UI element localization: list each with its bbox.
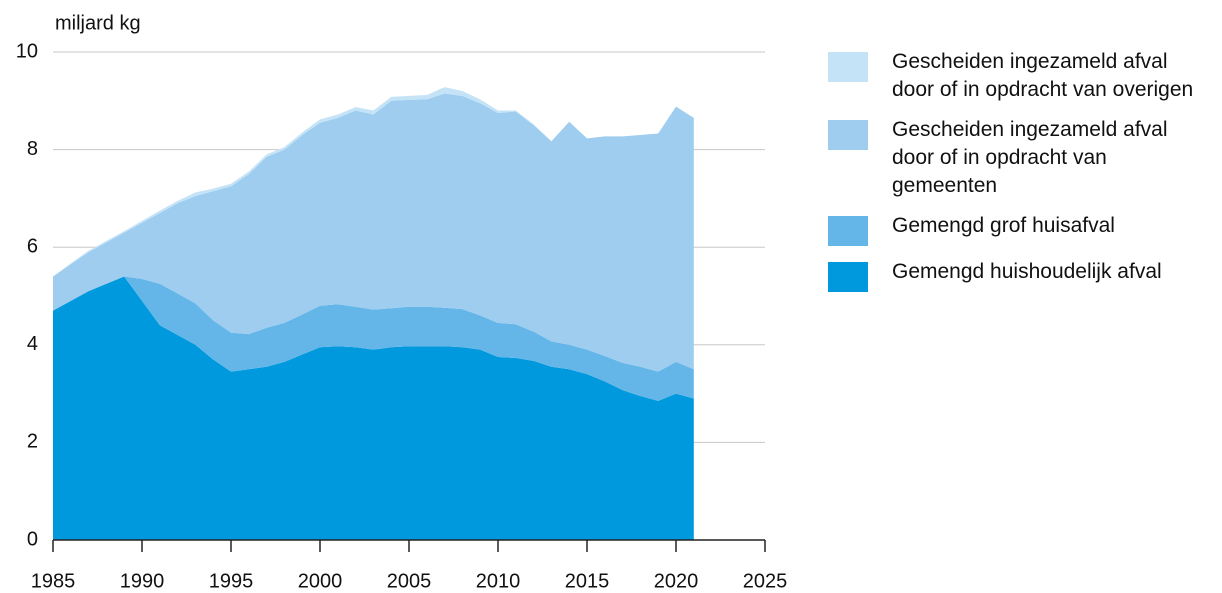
- legend-item: Gemengd grof huisafval: [828, 212, 1218, 246]
- legend-swatch: [828, 262, 868, 292]
- y-axis-label: miljard kg: [55, 12, 141, 34]
- y-tick-label: 8: [27, 138, 38, 160]
- x-tick-label: 1995: [209, 570, 254, 592]
- x-tick-label: 1990: [120, 570, 165, 592]
- x-tick-label: 2000: [298, 570, 343, 592]
- y-tick-label: 4: [27, 333, 38, 355]
- x-tick-label: 2015: [565, 570, 610, 592]
- legend-label: Gemengd huishoudelijk afval: [892, 260, 1162, 283]
- legend-item: Gemengd huishoudelijk afval: [828, 258, 1218, 292]
- x-tick-label: 1985: [31, 570, 76, 592]
- legend-label: Gescheiden ingezameld afval door of in o…: [892, 50, 1194, 101]
- legend: Gescheiden ingezameld afval door of in o…: [828, 48, 1218, 304]
- y-tick-label: 2: [27, 431, 38, 453]
- legend-swatch: [828, 216, 868, 246]
- area: [53, 276, 694, 540]
- legend-item: Gescheiden ingezameld afval door of in o…: [828, 48, 1218, 104]
- legend-item: Gescheiden ingezameld afval door of in o…: [828, 116, 1218, 200]
- legend-swatch: [828, 52, 868, 82]
- y-tick-label: 6: [27, 235, 38, 257]
- area: [53, 93, 694, 372]
- area: [53, 276, 694, 401]
- x-tick-label: 2010: [476, 570, 521, 592]
- x-tick-label: 2025: [743, 570, 788, 592]
- legend-label: Gemengd grof huisafval: [892, 214, 1115, 237]
- legend-label: Gescheiden ingezameld afval door of in o…: [892, 118, 1168, 197]
- legend-swatch: [828, 120, 868, 150]
- x-tick-label: 2020: [654, 570, 699, 592]
- y-tick-label: 10: [16, 40, 38, 62]
- y-tick-label: 0: [27, 528, 38, 550]
- x-tick-label: 2005: [387, 570, 432, 592]
